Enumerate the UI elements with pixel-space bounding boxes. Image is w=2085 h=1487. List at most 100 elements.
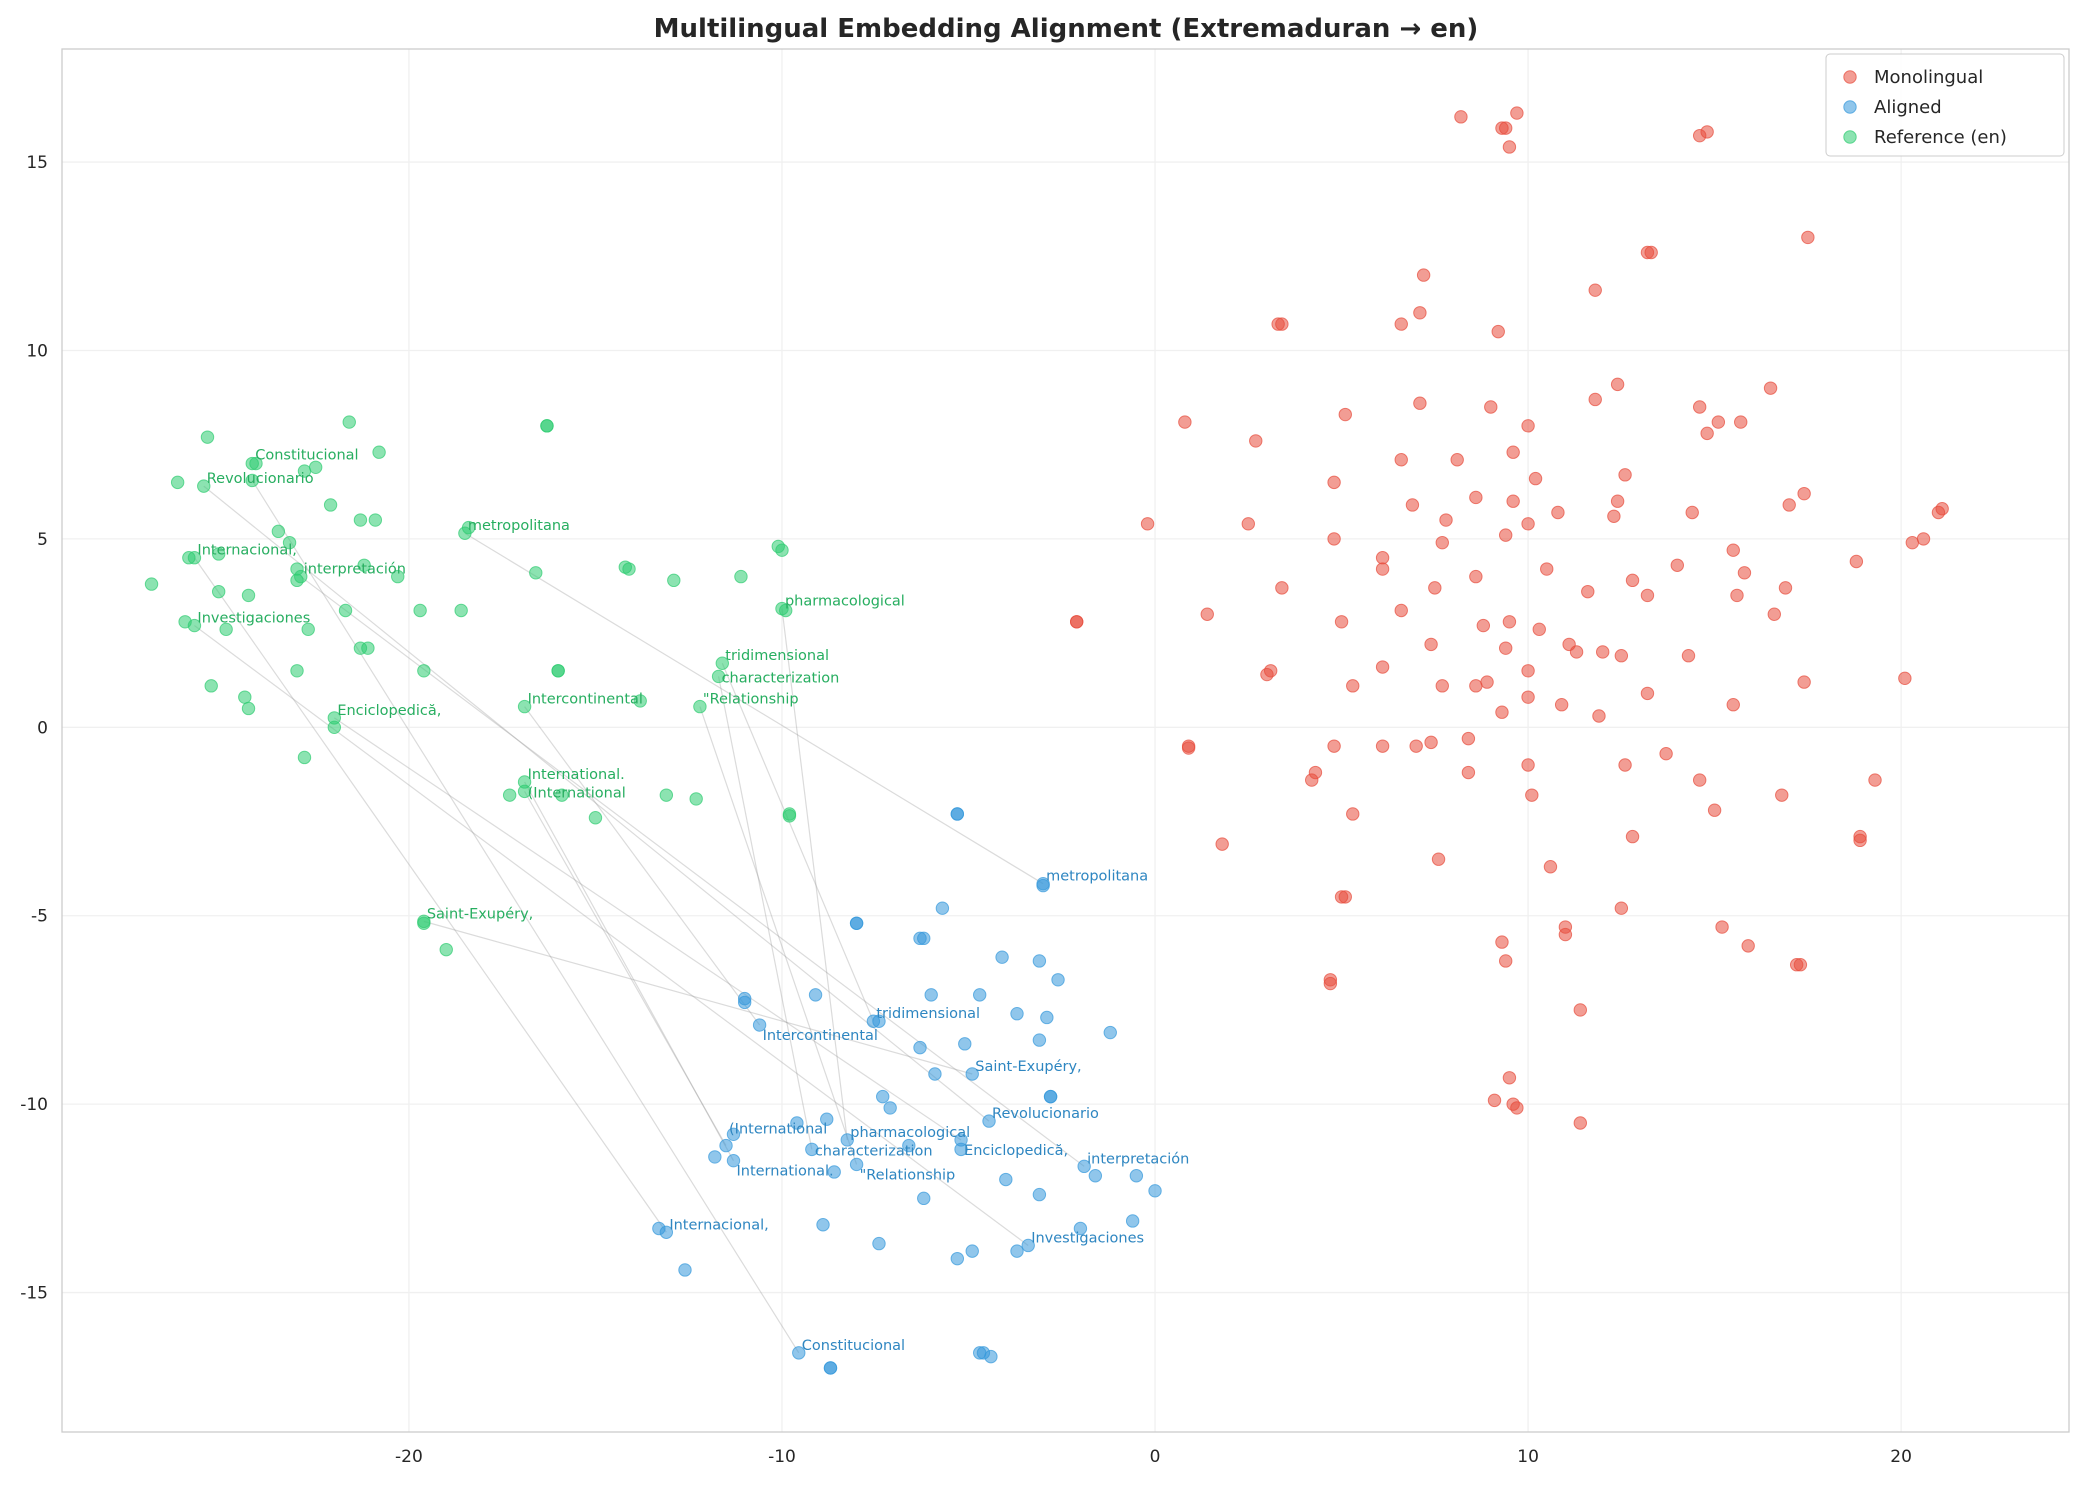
monolingual-point [1528,471,1543,486]
aligned-point [849,916,864,930]
y-tick-label: -15 [20,1284,48,1304]
aligned-point [866,1014,881,1028]
aligned-point [1073,1221,1088,1236]
reference-point-label: Revolucionario [207,471,314,487]
monolingual-point [1778,581,1793,595]
reference-point [588,811,603,825]
monolingual-point [1692,400,1707,414]
y-tick-label: -10 [20,1095,48,1115]
monolingual-point [1424,735,1438,750]
monolingual-point [1868,773,1882,787]
monolingual-point [1375,562,1390,576]
aligned-point [1077,1159,1091,1174]
monolingual-point [1338,407,1352,422]
reference-point [204,679,218,693]
monolingual-point [1323,976,1338,991]
aligned-point-label: Investigaciones [1031,1230,1144,1246]
aligned-point [805,1142,819,1157]
monolingual-point [1554,698,1569,712]
reference-point-label: Saint-Exupéry, [427,906,533,922]
monolingual-point [1334,890,1349,904]
monolingual-point [1394,453,1408,467]
monolingual-point [1327,475,1341,490]
aligned-point [808,988,823,1002]
monolingual-point [1327,532,1341,546]
monolingual-point [1853,833,1867,848]
aligned-point [1010,1007,1024,1021]
alignment-line [423,920,973,1075]
aligned-point [659,1225,674,1239]
aligned-point [913,1040,927,1055]
monolingual-point [1644,245,1658,260]
y-tick-label: 10 [26,341,48,361]
alignment-line [781,608,848,1141]
monolingual-point [1540,562,1554,576]
alignment-line [464,532,1044,885]
reference-point [211,547,226,561]
monolingual-point [1461,765,1476,780]
monolingual-point [1681,649,1696,663]
reference-point [529,566,543,580]
monolingual-point [1521,690,1535,704]
reference-point [775,601,789,616]
aligned-point [995,950,1009,964]
monolingual-point [1849,554,1864,569]
monolingual-point [1801,230,1815,245]
alignment-lines [193,480,1085,1354]
reference-point [219,622,233,637]
aligned-point [928,1067,942,1081]
legend-box [1825,53,2065,157]
aligned-point [708,1150,722,1164]
data-points [144,106,1949,1375]
alignment-line [524,791,727,1146]
aligned-point [823,1361,838,1375]
monolingual-point [1569,645,1584,659]
monolingual-point [1640,588,1655,603]
aligned-point [982,1114,996,1128]
reference-point [413,603,427,618]
aligned-point-label: "Relationship [860,1167,956,1183]
monolingual-point [1424,637,1438,652]
reference-point [245,473,259,488]
reference-point [517,784,532,799]
monolingual-point [1394,603,1408,618]
alignment-line [333,717,962,1141]
monolingual-point [1275,317,1289,331]
monolingual-point [1394,317,1408,331]
reference-point [294,569,308,584]
reference-point-label: Internacional, [197,543,296,559]
reference-point [734,569,748,584]
reference-point [301,622,315,637]
monolingual-point [1375,739,1390,753]
monolingual-point [1625,573,1640,588]
monolingual-point [1763,381,1778,395]
reference-point [454,603,468,618]
aligned-point-label: pharmacological [850,1125,970,1141]
reference-point-label: International. [528,767,625,783]
aligned-point-label: characterization [815,1143,933,1159]
monolingual-point [1607,509,1621,523]
monolingual-point [1521,664,1535,678]
grid [62,49,2069,1432]
aligned-point [984,1349,998,1364]
aligned-point [913,931,927,946]
aligned-point [883,1101,897,1115]
reference-point [200,430,215,444]
aligned-point [1032,1187,1047,1202]
monolingual-point [1625,829,1640,844]
monolingual-point [1431,852,1446,866]
monolingual-point [1543,860,1558,874]
monolingual-point [1409,739,1423,753]
monolingual-point [1375,660,1390,674]
aligned-point-label: International. [736,1164,833,1180]
aligned-point-label: Internacional, [669,1217,768,1233]
reference-point [502,788,517,802]
aligned-point [999,1172,1013,1187]
reference-point [540,419,554,433]
aligned-point [840,1133,854,1147]
monolingual-point [1435,679,1449,693]
y-tick-label: -5 [31,907,48,927]
monolingual-point [1711,415,1726,429]
monolingual-point [1793,958,1808,972]
aligned-point [719,1138,733,1153]
